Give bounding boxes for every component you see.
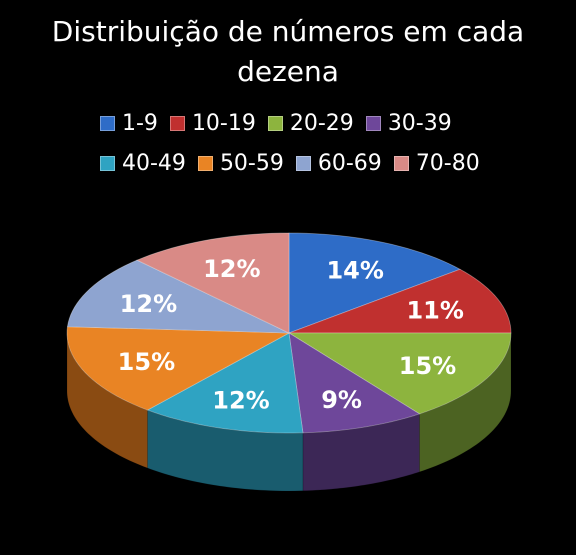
pie-label-30-39: 9% (321, 386, 362, 414)
legend-item-40-49: 40-49 (100, 151, 186, 176)
pie-side-walls (66, 332, 512, 492)
legend-label-1-9: 1-9 (122, 110, 158, 136)
chart-title-line-2: dezena (237, 55, 339, 88)
pie-label-50-59: 15% (118, 348, 175, 376)
pie-side-50-59 (66, 332, 148, 469)
legend-label-10-19: 10-19 (191, 110, 256, 136)
legend-swatch-60-69 (295, 155, 311, 171)
pie-slice-30-39 (288, 332, 421, 434)
legend-swatch-10-19 (169, 115, 185, 131)
chart-title: Distribuição de números em cada dezena (0, 12, 576, 92)
pie-label-20-29: 15% (399, 352, 456, 380)
legend-label-70-80: 70-80 (415, 150, 480, 176)
pie-slice-1-9 (288, 232, 462, 334)
legend-swatch-30-39 (365, 115, 381, 131)
pie-label-40-49: 12% (212, 387, 269, 415)
legend-item-60-69: 60-69 (295, 150, 382, 176)
legend-row-2: 40-49 50-59 60-69 70-80 (100, 143, 520, 183)
pie-label-10-19: 11% (406, 296, 463, 324)
legend-label-50-59: 50-59 (219, 150, 284, 176)
chart-title-line-1: Distribuição de números em cada (51, 15, 525, 48)
pie-slice-10-19 (288, 268, 512, 334)
legend-item-20-29: 20-29 (267, 110, 354, 136)
pie-slice-60-69 (66, 259, 290, 334)
pie-slice-40-49 (146, 332, 304, 434)
pie-label-1-9: 14% (326, 257, 383, 285)
legend-item-70-80: 70-80 (393, 150, 480, 176)
legend-row-1: 1-9 10-19 20-29 30-39 (100, 103, 520, 143)
legend-swatch-1-9 (100, 115, 115, 131)
legend-swatch-50-59 (197, 155, 213, 171)
legend-item-50-59: 50-59 (197, 150, 284, 176)
legend-label-20-29: 20-29 (289, 110, 354, 136)
pie-label-60-69: 12% (120, 290, 177, 318)
legend-swatch-70-80 (393, 155, 409, 171)
pie-slice-20-29 (287, 332, 512, 415)
legend-label-60-69: 60-69 (317, 150, 382, 176)
legend-item-10-19: 10-19 (169, 110, 256, 136)
legend-item-1-9: 1-9 (100, 111, 158, 136)
legend-swatch-40-49 (100, 155, 115, 171)
pie-slices (66, 232, 512, 434)
pie-slice-50-59 (66, 326, 291, 411)
legend-label-40-49: 40-49 (122, 150, 186, 176)
pie-data-labels: 14% 11% 15% 9% 12% 15% 12% 12% (118, 255, 464, 415)
legend-item-30-39: 30-39 (365, 110, 452, 136)
chart-legend: 1-9 10-19 20-29 30-39 40-49 50-59 60-69 (100, 103, 520, 183)
pie-label-70-80: 12% (203, 255, 260, 283)
legend-label-30-39: 30-39 (387, 110, 452, 136)
pie-slice-70-80 (136, 232, 290, 334)
legend-swatch-20-29 (267, 115, 283, 131)
